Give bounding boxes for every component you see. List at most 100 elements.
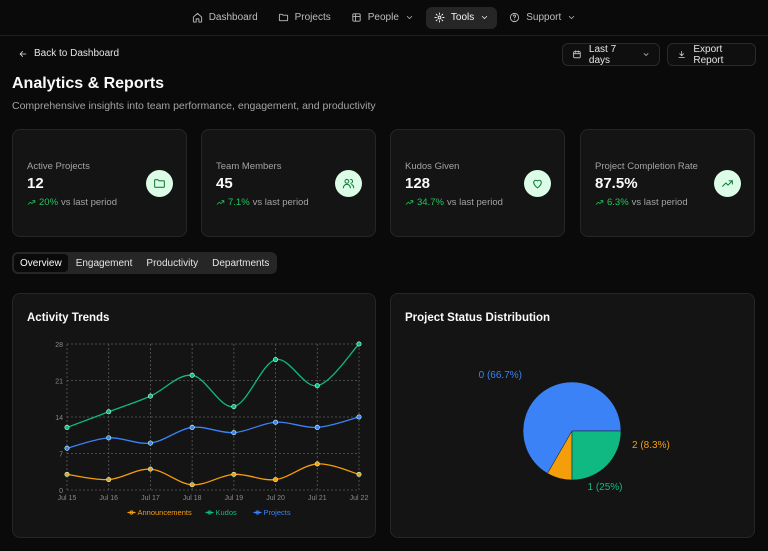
stat-value: 128 <box>405 175 431 192</box>
trend-up-icon <box>405 200 414 205</box>
pie-slice-label: 2 (8.3%) <box>632 440 670 451</box>
stat-card-completion-rate: Project Completion Rate 87.5% 6.3% vs la… <box>580 129 755 237</box>
tab-departments[interactable]: Departments <box>212 257 270 269</box>
legend-marker <box>207 510 212 515</box>
nav-dashboard-label: Dashboard <box>208 12 258 23</box>
calendar-icon <box>573 50 581 59</box>
chevron-down-icon <box>643 53 649 56</box>
trend-up-icon <box>722 180 733 187</box>
nav-support[interactable]: Support <box>501 7 584 29</box>
stat-icon-badge <box>714 170 741 197</box>
legend-label[interactable]: Kudos <box>216 508 238 517</box>
data-point-announcements <box>64 471 70 477</box>
legend-label[interactable]: Projects <box>264 508 291 517</box>
analytics-tabs: Overview Engagement Productivity Departm… <box>12 252 278 274</box>
stat-change-suffix: vs last period <box>446 197 503 208</box>
stat-label: Project Completion Rate <box>595 161 698 172</box>
activity-trends-title: Activity Trends <box>27 312 110 324</box>
stat-change: 6.3% vs last period <box>595 197 688 208</box>
data-point-announcements <box>273 477 279 483</box>
page-title: Analytics & Reports <box>12 75 165 92</box>
stat-value: 87.5% <box>595 175 638 192</box>
stat-card-active-projects: Active Projects 12 20% vs last period <box>12 129 187 237</box>
pie-slice[interactable] <box>571 430 622 481</box>
back-to-dashboard-link[interactable]: Back to Dashboard <box>18 48 119 59</box>
data-point-announcements <box>147 466 153 472</box>
x-tick-label: Jul 16 <box>99 495 118 502</box>
project-status-panel: Project Status Distribution 0 (66.7%) 2 (… <box>390 293 755 538</box>
pie-slice-label: 1 (25%) <box>587 482 622 493</box>
nav-tools-label: Tools <box>450 12 475 23</box>
data-point-kudos <box>64 424 70 430</box>
stat-change: 20% vs last period <box>27 197 117 208</box>
arrow-left-icon <box>19 50 27 57</box>
legend-marker <box>255 510 260 515</box>
stat-label: Active Projects <box>27 161 90 172</box>
x-tick-label: Jul 19 <box>225 495 244 502</box>
nav-people-label: People <box>367 12 399 23</box>
x-tick-label: Jul 18 <box>183 495 202 502</box>
stat-value: 12 <box>27 175 44 192</box>
nav-projects[interactable]: Projects <box>270 7 339 29</box>
tab-engagement[interactable]: Engagement <box>75 257 133 269</box>
x-tick-label: Jul 15 <box>58 495 77 502</box>
top-nav: Dashboard Projects People Tools Support <box>0 0 768 36</box>
data-point-kudos <box>189 372 195 378</box>
data-point-projects <box>64 445 70 451</box>
stat-change-suffix: vs last period <box>61 197 117 208</box>
project-status-title: Project Status Distribution <box>405 312 551 324</box>
pie-slice[interactable] <box>522 381 622 474</box>
project-status-pie-chart: 0 (66.7%) 2 (8.3%) 1 (25%) <box>479 370 670 493</box>
x-tick-label: Jul 17 <box>141 495 160 502</box>
stat-icon-badge <box>524 170 551 197</box>
data-point-announcements <box>106 477 112 483</box>
export-report-button[interactable]: Export Report <box>667 43 756 66</box>
y-tick-label: 14 <box>55 415 63 422</box>
folder-icon <box>154 179 165 188</box>
export-label: Export Report <box>693 43 724 66</box>
chevron-down-icon <box>406 16 413 19</box>
nav-people[interactable]: People <box>343 7 422 29</box>
series-line-kudos <box>66 343 360 429</box>
data-point-announcements <box>231 471 237 477</box>
pie-slice-label: 0 (66.7%) <box>479 370 522 381</box>
chevron-down-icon <box>482 16 488 19</box>
stat-value: 45 <box>216 175 233 192</box>
date-range-select[interactable]: Last 7 days <box>562 43 660 66</box>
nav-support-label: Support <box>526 12 562 23</box>
stat-change-pct: 20% <box>39 197 59 208</box>
back-label: Back to Dashboard <box>34 48 120 59</box>
legend-label[interactable]: Announcements <box>138 508 192 517</box>
stat-icon-badge <box>146 170 173 197</box>
data-point-kudos <box>147 393 153 399</box>
date-range-label: Last 7 days <box>588 43 617 66</box>
stat-label: Kudos Given <box>405 161 460 172</box>
x-tick-label: Jul 22 <box>350 495 369 502</box>
data-point-announcements <box>314 461 320 467</box>
trend-up-icon <box>27 200 36 205</box>
activity-trends-panel: Activity Trends 0 7 14 21 28 Jul 15 Jul 16 Jul … <box>12 293 376 538</box>
nav-dashboard[interactable]: Dashboard <box>184 7 266 29</box>
stat-change-suffix: vs last period <box>631 197 688 208</box>
stat-change-pct: 34.7% <box>417 197 444 208</box>
tab-overview[interactable]: Overview <box>14 254 68 272</box>
data-point-projects <box>231 430 237 436</box>
data-point-kudos <box>231 404 237 410</box>
data-point-projects <box>273 419 279 425</box>
home-icon <box>192 12 202 23</box>
data-point-projects <box>147 440 153 446</box>
nav-tools[interactable]: Tools <box>425 6 498 29</box>
data-point-kudos <box>106 409 112 415</box>
y-tick-label: 0 <box>59 488 63 495</box>
data-point-announcements <box>189 482 195 488</box>
chevron-down-icon <box>569 16 575 19</box>
data-point-kudos <box>356 341 362 347</box>
tab-productivity[interactable]: Productivity <box>146 257 199 269</box>
stat-card-kudos-given: Kudos Given 128 34.7% vs last period <box>390 129 565 237</box>
help-icon <box>510 12 520 23</box>
users-icon <box>342 178 355 189</box>
activity-trends-chart: 0 7 14 21 28 Jul 15 Jul 16 Jul 17 Jul 18 Jul 19 Ju… <box>55 341 369 517</box>
legend-marker <box>129 510 134 515</box>
stat-change-pct: 6.3% <box>607 197 629 208</box>
stat-change-suffix: vs last period <box>252 197 309 208</box>
